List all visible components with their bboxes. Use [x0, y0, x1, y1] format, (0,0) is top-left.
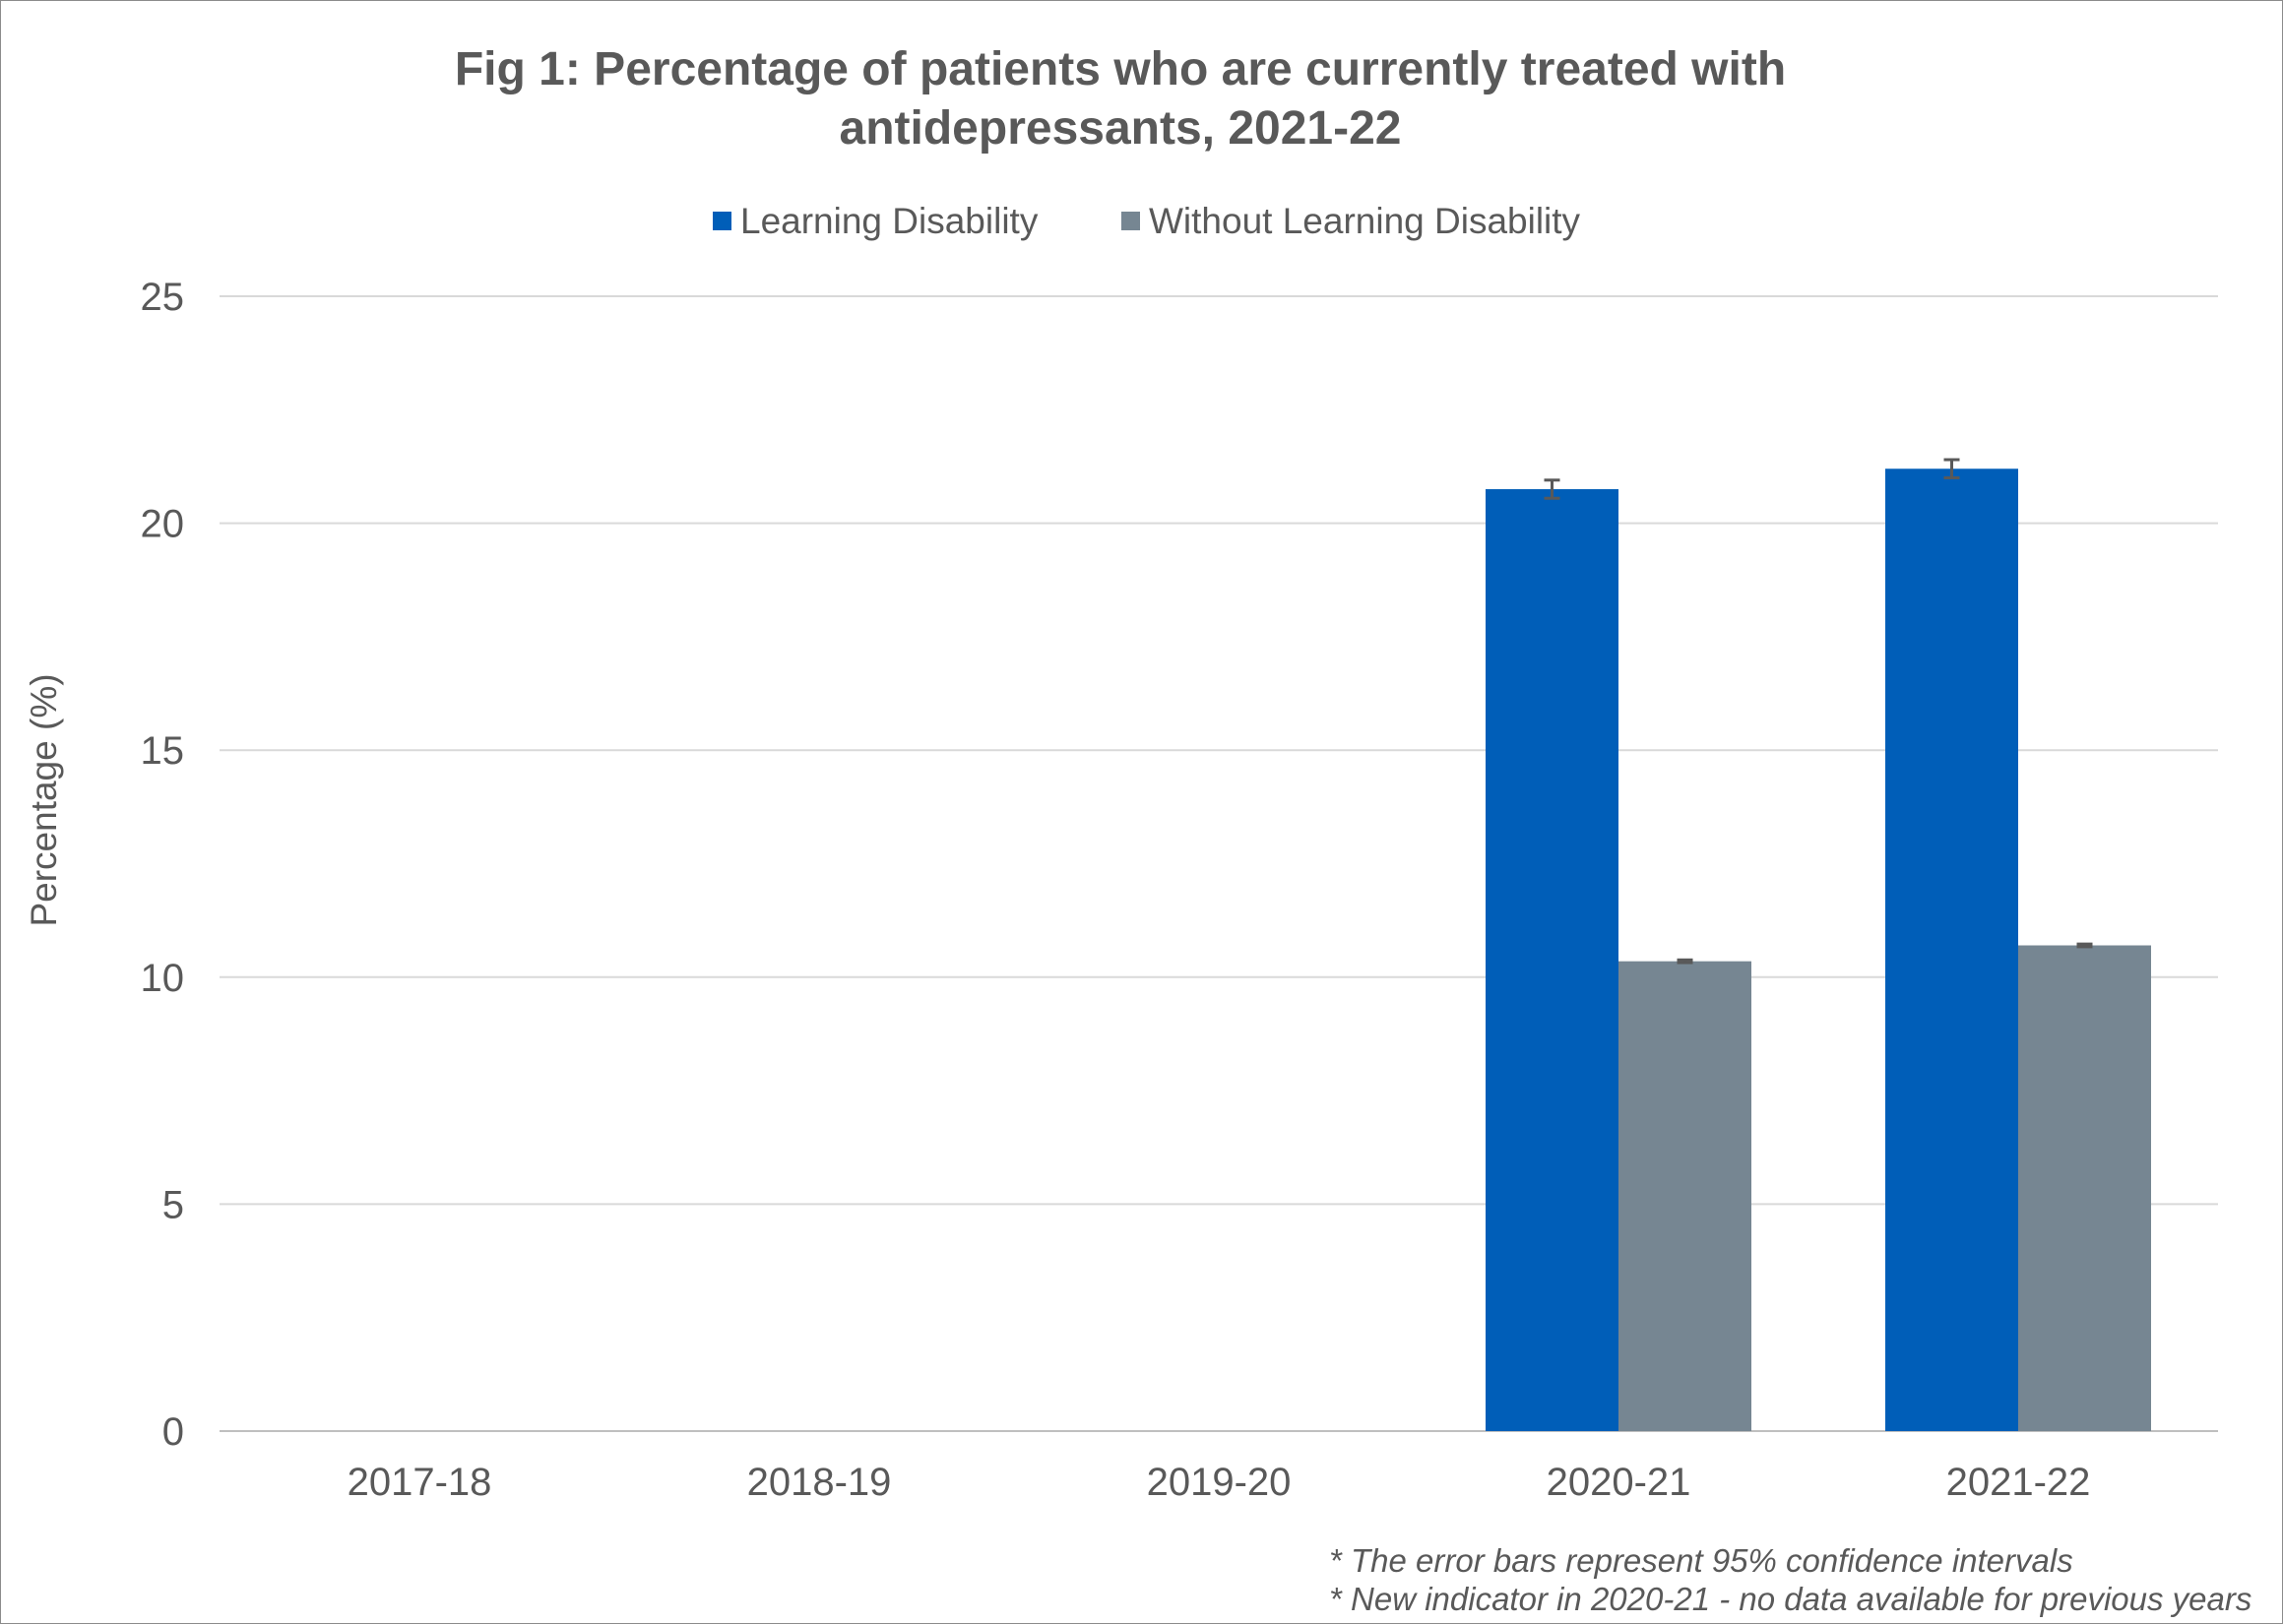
gridlines	[220, 295, 2218, 1432]
footnote-new-indicator: * New indicator in 2020-21 - no data ava…	[1329, 1581, 2251, 1617]
y-axis-ticks: 0 5 10 15 20 25	[141, 276, 185, 1454]
y-tick-label: 25	[141, 276, 185, 319]
x-tick-label: 2020-21	[1547, 1461, 1691, 1504]
bar-learning-disability-2021-22	[1885, 468, 2018, 1432]
x-tick-label: 2019-20	[1147, 1461, 1292, 1504]
legend-label-without-learning-disability: Without Learning Disability	[1149, 201, 1581, 241]
bars	[1486, 468, 2151, 1432]
x-tick-label: 2018-19	[747, 1461, 892, 1504]
x-tick-label: 2017-18	[348, 1461, 492, 1504]
legend: Learning Disability Without Learning Dis…	[713, 201, 1581, 241]
y-tick-label: 15	[141, 729, 185, 773]
error-bars	[1544, 458, 2093, 965]
y-tick-label: 5	[162, 1183, 184, 1226]
bar-without-learning-disability-2020-21	[1618, 961, 1751, 1431]
footnotes: * The error bars represent 95% confidenc…	[1329, 1542, 2251, 1617]
legend-label-learning-disability: Learning Disability	[740, 201, 1039, 241]
chart-title-line-1: Fig 1: Percentage of patients who are cu…	[455, 43, 1786, 95]
y-tick-label: 10	[141, 957, 185, 1000]
legend-swatch-without-learning-disability	[1121, 212, 1140, 230]
bar-learning-disability-2020-21	[1486, 489, 1618, 1431]
y-axis-label: Percentage (%)	[24, 673, 64, 926]
chart-title-line-2: antidepressants, 2021-22	[840, 102, 1402, 155]
x-tick-label: 2021-22	[1946, 1461, 2091, 1504]
x-axis-ticks: 2017-18 2018-19 2019-20 2020-21 2021-22	[348, 1461, 2091, 1504]
legend-swatch-learning-disability	[713, 212, 731, 230]
footnote-error-bars: * The error bars represent 95% confidenc…	[1329, 1542, 2073, 1579]
y-tick-label: 20	[141, 503, 185, 546]
bar-without-learning-disability-2021-22	[2018, 945, 2151, 1431]
chart-title: Fig 1: Percentage of patients who are cu…	[455, 43, 1786, 155]
y-tick-label: 0	[162, 1410, 184, 1454]
